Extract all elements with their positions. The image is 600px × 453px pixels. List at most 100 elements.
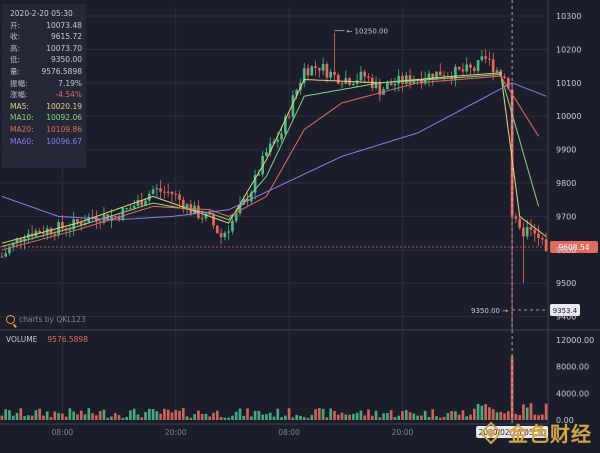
info-row: 开: 10073.48 bbox=[10, 20, 82, 32]
candle-body bbox=[197, 205, 200, 218]
candle-body bbox=[408, 75, 412, 84]
volume-bar bbox=[72, 411, 76, 420]
watermark-text: charts by QKL123 bbox=[19, 315, 86, 324]
volume-bar bbox=[234, 411, 238, 420]
candle-body bbox=[336, 74, 340, 84]
candle-body bbox=[223, 232, 227, 238]
volume-bar bbox=[370, 415, 374, 420]
volume-bar bbox=[38, 408, 42, 420]
volume-bar bbox=[386, 413, 389, 420]
candle-body bbox=[151, 189, 155, 194]
info-key: MA5: bbox=[10, 101, 29, 111]
info-value: 9615.72 bbox=[50, 32, 82, 42]
brand-logo: 金色财经 bbox=[480, 418, 592, 447]
candle-body bbox=[178, 194, 181, 200]
volume-bar bbox=[53, 411, 57, 420]
volume-bar bbox=[246, 408, 249, 420]
volume-bar bbox=[49, 417, 53, 420]
volume-bar bbox=[238, 408, 242, 420]
candle-body bbox=[268, 143, 272, 153]
candle-body bbox=[280, 133, 283, 140]
volume-bar bbox=[64, 416, 68, 420]
candle-body bbox=[310, 66, 314, 76]
volume-bar bbox=[499, 411, 503, 420]
volume-bar bbox=[314, 409, 317, 420]
candle-body bbox=[431, 73, 435, 80]
volume-bar bbox=[454, 411, 457, 420]
volume-bar bbox=[284, 415, 287, 420]
volume-bar bbox=[336, 414, 340, 420]
volume-bar bbox=[91, 413, 94, 420]
volume-bar bbox=[204, 413, 208, 420]
candle-body bbox=[457, 66, 461, 70]
volume-bar bbox=[140, 417, 144, 420]
volume-bar bbox=[359, 410, 363, 420]
volume-bar bbox=[189, 417, 193, 420]
volume-bar bbox=[374, 410, 378, 420]
info-value: 10109.86 bbox=[46, 124, 82, 134]
info-value: -4.54% bbox=[55, 90, 82, 100]
volume-tick-label: 8000.00 bbox=[556, 363, 589, 372]
volume-bar bbox=[310, 414, 314, 420]
candle-body bbox=[404, 75, 408, 84]
volume-bar bbox=[110, 416, 113, 420]
volume-bar bbox=[435, 416, 438, 420]
info-row: MA5: 10020.19 bbox=[10, 101, 82, 113]
candle-body bbox=[129, 207, 132, 209]
candle-body bbox=[325, 63, 329, 78]
volume-bar bbox=[151, 409, 155, 420]
info-key: 收: bbox=[10, 32, 21, 42]
candle-body bbox=[533, 229, 537, 234]
time-tick-label: 08:00 bbox=[52, 428, 74, 437]
volume-bar bbox=[200, 414, 204, 420]
candle-body bbox=[488, 58, 491, 60]
candle-body bbox=[537, 233, 540, 238]
volume-bar bbox=[518, 415, 521, 420]
volume-bar bbox=[306, 417, 310, 420]
info-row: 收: 9615.72 bbox=[10, 31, 82, 43]
high-marker-label: ← 10250.00 bbox=[346, 28, 388, 36]
volume-bar bbox=[147, 408, 151, 420]
candle-body bbox=[367, 76, 370, 78]
volume-bar bbox=[389, 410, 393, 420]
price-tick-label: 9800 bbox=[556, 179, 576, 188]
candle-body bbox=[287, 116, 291, 118]
volume-bar bbox=[144, 411, 147, 420]
volume-bar bbox=[155, 411, 159, 420]
candle-body bbox=[11, 242, 15, 248]
volume-bar bbox=[117, 415, 121, 420]
candle-body bbox=[49, 228, 53, 235]
candle-body bbox=[412, 80, 416, 84]
candle-body bbox=[98, 221, 102, 223]
ma10-line bbox=[1, 73, 540, 247]
candle-body bbox=[234, 213, 238, 221]
info-row: MA10: 10092.06 bbox=[10, 112, 82, 124]
volume-bar bbox=[253, 410, 257, 420]
volume-bar bbox=[506, 411, 510, 420]
candle-body bbox=[491, 59, 495, 73]
volume-bar bbox=[461, 410, 465, 420]
volume-bar bbox=[363, 415, 367, 420]
volume-bar bbox=[299, 415, 302, 420]
price-tick-label: 9400 bbox=[556, 313, 576, 322]
price-tick-label: 10300 bbox=[556, 12, 581, 21]
volume-bar bbox=[378, 417, 382, 420]
candle-body bbox=[193, 205, 196, 214]
candle-body bbox=[465, 64, 469, 72]
candle-body bbox=[420, 79, 423, 84]
volume-bar bbox=[136, 414, 140, 420]
candle-body bbox=[423, 79, 427, 84]
volume-bar bbox=[457, 414, 461, 420]
price-tick-label: 10200 bbox=[556, 45, 581, 54]
candle-body bbox=[23, 238, 26, 242]
info-row: 量: 9576.5898 bbox=[10, 66, 82, 78]
volume-bar bbox=[87, 408, 91, 420]
candle-body bbox=[469, 64, 472, 68]
candle-body bbox=[246, 199, 249, 202]
info-rows: 开: 10073.48 收: 9615.72 高: 10073.70 低: 9350.00 量:… bbox=[10, 20, 82, 148]
info-key: 涨幅: bbox=[10, 90, 28, 100]
info-row: MA20: 10109.86 bbox=[10, 124, 82, 136]
volume-bar bbox=[525, 407, 529, 420]
volume-bar bbox=[215, 410, 219, 420]
